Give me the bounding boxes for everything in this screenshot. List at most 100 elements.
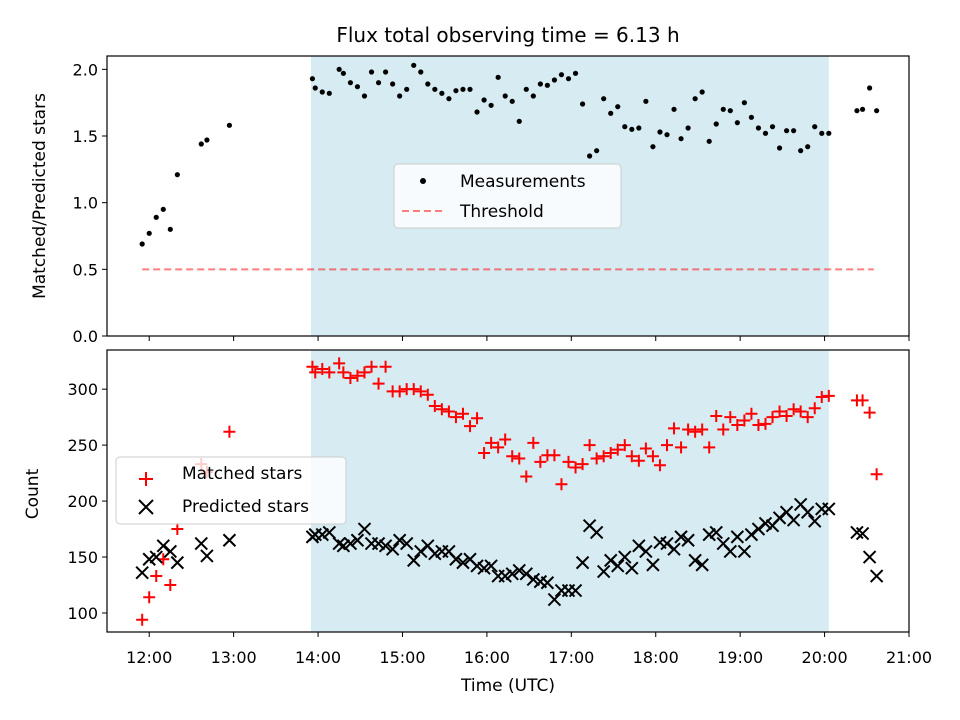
matched-star-point <box>576 458 589 471</box>
predicted-star-point <box>222 533 237 547</box>
matched-star-point <box>787 403 800 416</box>
measurement-point <box>859 106 866 112</box>
xtick-label: 14:00 <box>295 648 341 667</box>
predicted-star-point <box>596 564 611 579</box>
measurement-point <box>608 110 614 116</box>
matched-star-point <box>675 441 688 454</box>
top-legend: Measurements Threshold <box>393 163 622 229</box>
matched-star-point <box>527 436 540 449</box>
measurement-point <box>819 130 825 136</box>
measurement-point <box>692 96 698 102</box>
matched-star-point <box>870 468 883 481</box>
matched-star-point <box>863 406 876 419</box>
matched-star-point <box>344 371 357 384</box>
bottom-legend-box <box>115 456 347 525</box>
matched-star-point <box>766 411 779 424</box>
matched-star-point <box>309 366 322 379</box>
predicted-star-point <box>730 530 745 544</box>
measurement-point <box>558 72 565 78</box>
measurement-point <box>326 90 332 96</box>
measurement-point <box>587 153 593 159</box>
matched-star-point <box>372 377 385 390</box>
measurement-point <box>226 122 233 128</box>
measurement-point <box>874 108 880 114</box>
legend-measurements-marker <box>420 178 426 184</box>
measurement-point <box>153 214 159 220</box>
legend-predicted-label: Predicted stars <box>182 497 309 517</box>
predicted-star-point <box>751 522 766 536</box>
matched-star-point <box>856 394 869 407</box>
xtick-label: 13:00 <box>211 648 257 667</box>
measurement-point <box>509 98 515 104</box>
measurement-point <box>748 114 755 120</box>
measurement-point <box>551 77 558 83</box>
xtick-label: 20:00 <box>802 648 848 667</box>
matched-star-point <box>442 405 455 418</box>
predicted-star-point <box>392 533 407 547</box>
xtick-label: 16:00 <box>464 648 510 667</box>
measurement-point <box>319 89 325 95</box>
measurement-point <box>340 70 346 76</box>
predicted-star-point <box>660 536 674 551</box>
matched-star-point <box>689 425 702 438</box>
predicted-star-point <box>800 505 815 519</box>
matched-star-point <box>464 420 477 433</box>
matched-star-point <box>407 383 420 396</box>
bottom-ylabel: Count <box>23 468 43 519</box>
predicted-star-point <box>786 513 801 527</box>
predicted-star-point <box>200 549 214 563</box>
measurement-point <box>474 109 480 115</box>
measurement-point <box>798 148 804 154</box>
predicted-star-point <box>540 576 555 590</box>
matched-star-point <box>456 407 469 420</box>
measurement-point <box>481 97 487 103</box>
measurement-point <box>309 76 316 82</box>
predicted-star-point <box>723 544 738 559</box>
measurement-point <box>368 69 375 75</box>
measurement-point <box>418 69 424 75</box>
measurement-point <box>783 128 790 134</box>
matched-star-point <box>333 357 346 370</box>
matched-star-point <box>421 388 434 401</box>
predicted-star-point <box>568 583 583 598</box>
matched-star-point <box>351 369 364 382</box>
measurement-point <box>854 108 860 114</box>
measurement-point <box>671 106 677 112</box>
measurement-point <box>425 81 431 87</box>
predicted-star-point <box>869 569 884 583</box>
matched-star-point <box>449 411 462 424</box>
predicted-star-point <box>604 553 618 568</box>
matched-star-point <box>759 417 772 430</box>
top-plot-frame <box>106 55 910 337</box>
measurement-point <box>390 81 396 87</box>
bottom-ytick-label: 150 <box>67 548 98 567</box>
matched-star-point <box>745 407 758 420</box>
measurement-point <box>397 93 403 99</box>
measurement-point <box>523 86 529 92</box>
measurement-point <box>404 86 410 92</box>
matched-star-point <box>590 452 603 465</box>
matched-star-point <box>414 385 427 398</box>
matched-star-point <box>316 363 329 376</box>
matched-star-point <box>555 478 568 491</box>
matched-star-point <box>618 439 631 452</box>
predicted-star-point <box>505 567 519 581</box>
predicted-star-point <box>407 553 421 568</box>
matched-star-point <box>358 366 371 379</box>
legend-predicted-marker <box>138 499 154 515</box>
measurement-point <box>467 86 473 92</box>
top-ytick-label: 0.5 <box>73 260 98 279</box>
predicted-star-point <box>414 544 428 559</box>
matched-star-point <box>562 455 575 468</box>
predicted-star-point <box>332 536 346 551</box>
predicted-star-point <box>399 536 414 551</box>
bottom-legend: Matched stars Predicted stars <box>115 456 347 525</box>
predicted-star-point <box>385 542 400 556</box>
predicted-star-point <box>674 530 688 544</box>
predicted-star-point <box>667 542 681 556</box>
measurement-point <box>643 98 649 104</box>
measurement-point <box>601 96 607 102</box>
predicted-star-point <box>194 536 208 551</box>
predicted-star-point <box>862 550 877 564</box>
